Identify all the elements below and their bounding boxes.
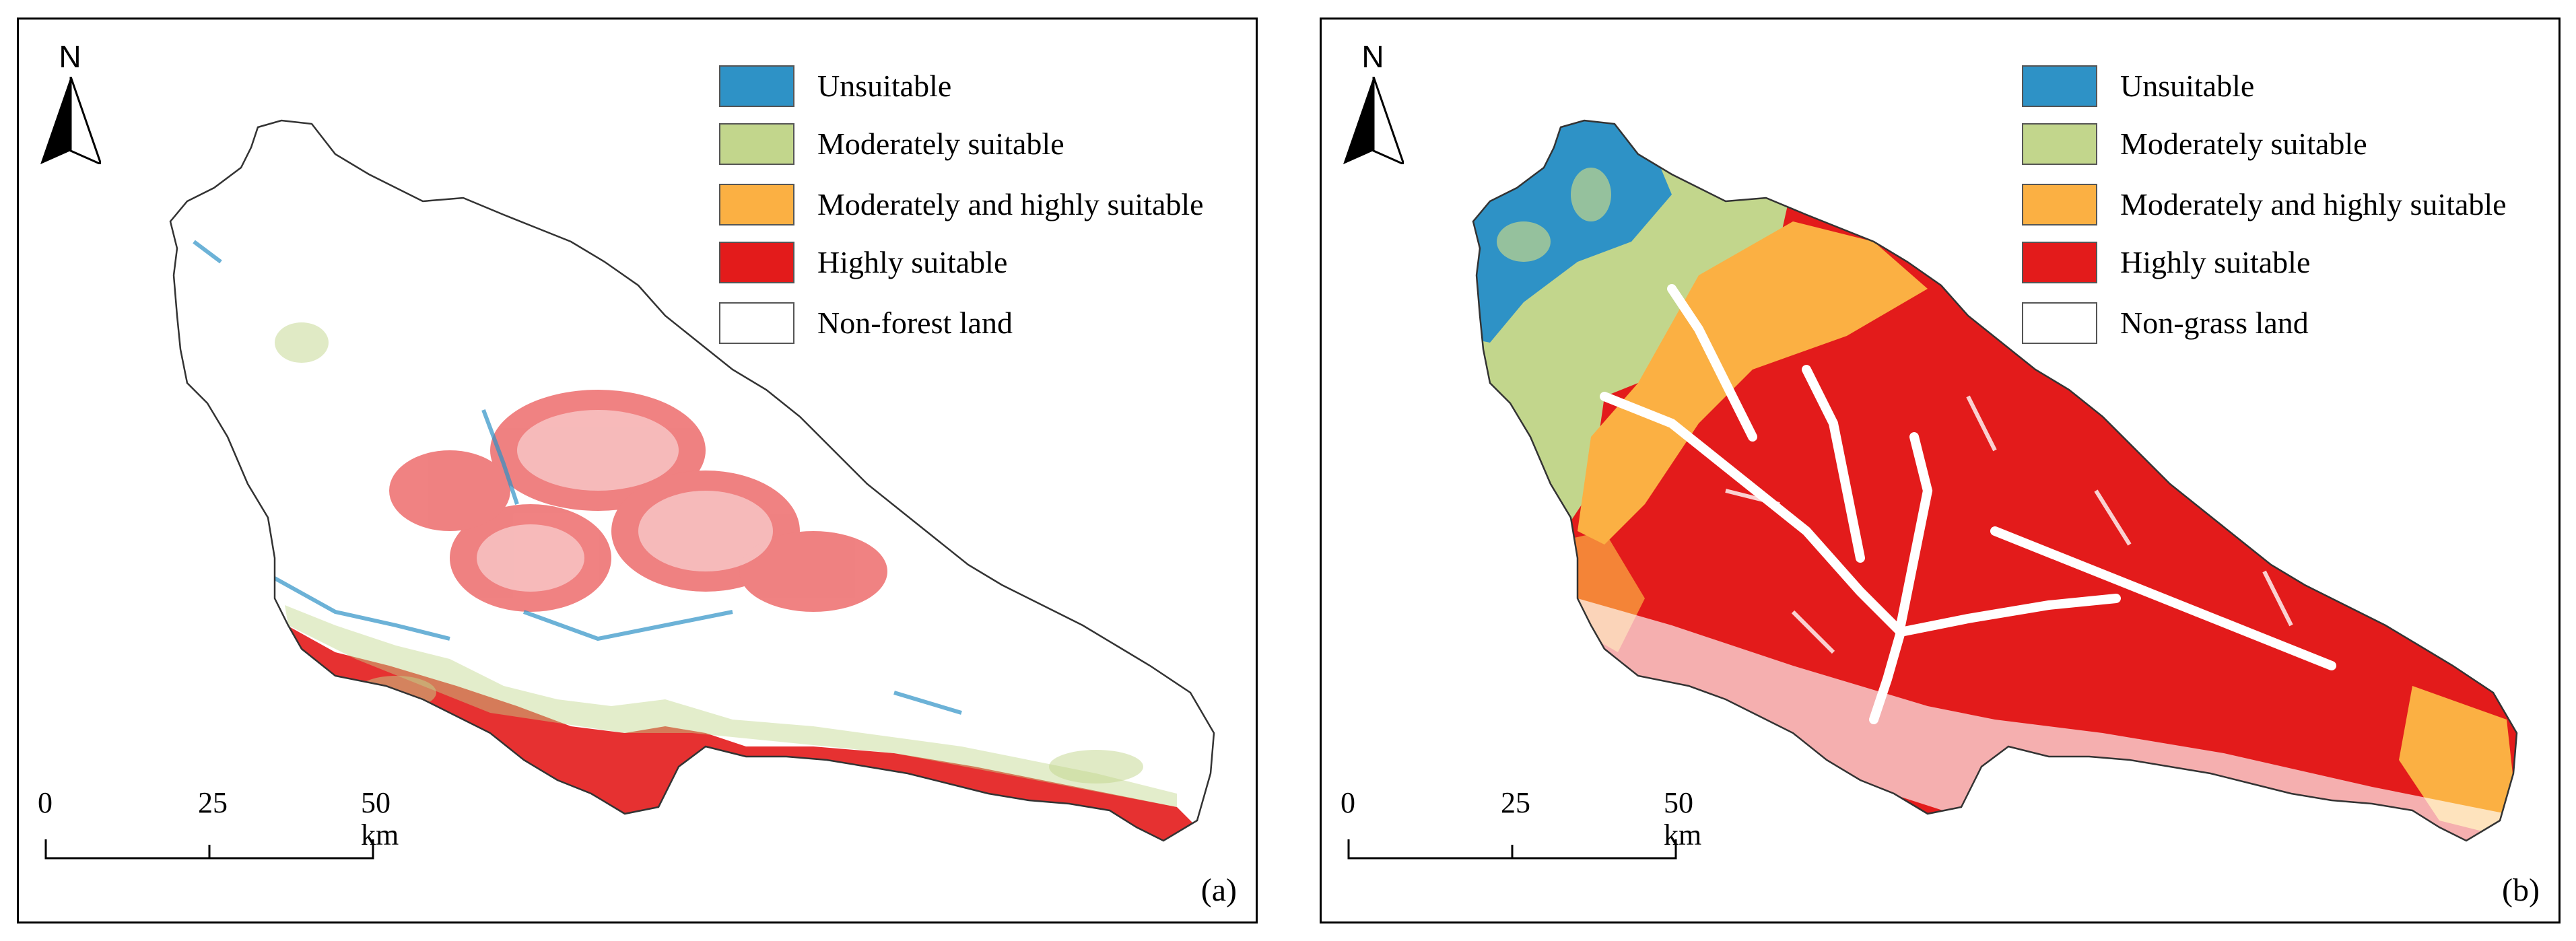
map-panel-b: N Unsuitable Moderately suitable Moderat… [1320, 18, 2561, 923]
legend-label: Moderately and highly suitable [817, 187, 1204, 221]
north-label: N [1361, 39, 1384, 74]
legend-label: Highly suitable [2120, 245, 2311, 279]
scale-tick-0: 0 [38, 786, 53, 819]
panel-label-a: (a) [1200, 872, 1237, 908]
legend-label: Moderately suitable [2120, 127, 2367, 161]
north-arrow: N [40, 33, 101, 168]
legend-label: Unsuitable [2120, 69, 2255, 103]
legend-swatch [2022, 302, 2097, 344]
north-arrow-icon [1343, 77, 1404, 164]
scale-tick-25: 25 [1501, 786, 1530, 819]
north-label: N [59, 39, 81, 74]
scale-line [1347, 839, 1677, 860]
legend-swatch [719, 65, 794, 107]
legend-swatch [719, 302, 794, 344]
map-panel-a: N Unsuitable Moderately suitable Moderat… [17, 18, 1258, 923]
legend-label: Unsuitable [817, 69, 952, 103]
legend-swatch [2022, 184, 2097, 225]
scale-tick-50: 50 km [361, 786, 399, 851]
grass-suitability-map [1472, 119, 2518, 842]
legend-label: Moderately suitable [817, 127, 1064, 161]
scale-bar: 0 25 50 km [1341, 786, 1701, 861]
north-arrow: N [1343, 33, 1404, 168]
legend-swatch [719, 242, 794, 283]
watershed-boundary [1472, 119, 2518, 842]
legend-label: Moderately and highly suitable [2120, 187, 2507, 221]
legend-swatch [2022, 242, 2097, 283]
legend-label: Non-grass land [2120, 306, 2309, 340]
legend-swatch [719, 123, 794, 165]
scale-bar: 0 25 50 km [38, 786, 399, 861]
panel-label-b: (b) [2502, 872, 2540, 908]
scale-tick-0: 0 [1341, 786, 1355, 819]
scale-tick-25: 25 [198, 786, 228, 819]
scale-line [44, 839, 374, 860]
legend-swatch [719, 184, 794, 225]
legend-label: Highly suitable [817, 245, 1008, 279]
north-arrow-icon [40, 77, 101, 164]
legend-swatch [2022, 65, 2097, 107]
scale-tick-50: 50 km [1664, 786, 1702, 851]
legend-swatch [2022, 123, 2097, 165]
legend-label: Non-forest land [817, 306, 1013, 340]
forest-suitability-map [169, 119, 1215, 842]
watershed-boundary [169, 119, 1215, 842]
